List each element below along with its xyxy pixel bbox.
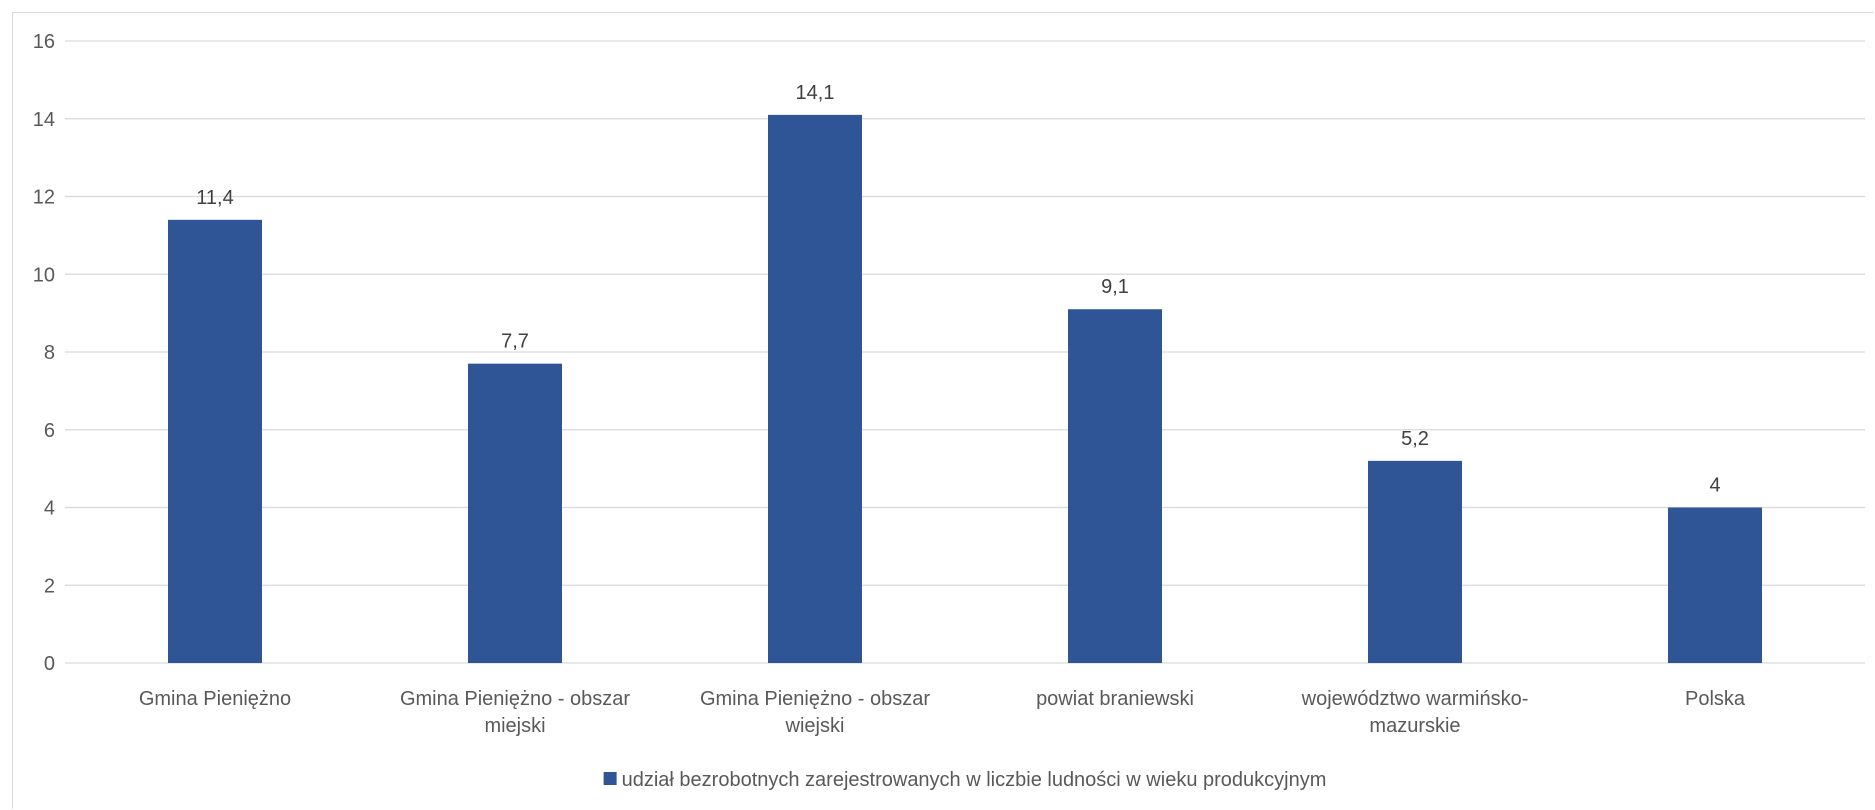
bar [1668,507,1762,663]
category-label: wiejski [785,715,845,737]
chart-frame [12,12,1874,809]
category-label: mazurskie [1369,715,1460,737]
bar [1368,460,1462,663]
y-tick-label: 0 [44,653,55,675]
y-tick-label: 16 [33,31,55,53]
category-label: Gmina Pieniężno - obszar [400,688,630,710]
y-tick-label: 12 [33,187,55,209]
bar [1068,309,1162,663]
category-label: Polska [1685,688,1746,710]
data-label: 4 [1709,475,1720,497]
legend-swatch [603,772,617,785]
data-label: 5,2 [1401,428,1429,450]
category-label: województwo warmińsko- [1301,688,1529,710]
y-tick-label: 10 [33,264,55,286]
y-tick-label: 8 [44,342,55,364]
legend-label: udział bezrobotnych zarejestrowanych w l… [622,769,1327,791]
bar [468,363,562,663]
data-label: 11,4 [196,187,233,209]
category-label: powiat braniewski [1036,688,1194,710]
category-label: Gmina Pieniężno [139,688,291,710]
category-label: Gmina Pieniężno - obszar [700,688,930,710]
y-tick-label: 2 [44,575,55,597]
bar [768,114,862,664]
data-label: 9,1 [1101,276,1129,298]
data-label: 14,1 [796,82,835,104]
y-tick-label: 6 [44,420,55,442]
y-tick-label: 4 [44,498,55,520]
category-label: miejski [484,715,545,737]
data-label: 7,7 [501,331,529,353]
y-tick-label: 14 [33,109,55,131]
bar [168,219,262,663]
